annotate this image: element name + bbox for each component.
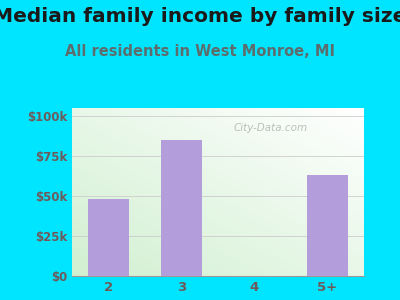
Text: City-Data.com: City-Data.com	[234, 123, 308, 133]
Bar	[88, 199, 128, 276]
Text: All residents in West Monroe, MI: All residents in West Monroe, MI	[65, 44, 335, 59]
Bar	[308, 175, 348, 276]
Text: Median family income by family size: Median family income by family size	[0, 8, 400, 26]
Bar	[162, 140, 202, 276]
